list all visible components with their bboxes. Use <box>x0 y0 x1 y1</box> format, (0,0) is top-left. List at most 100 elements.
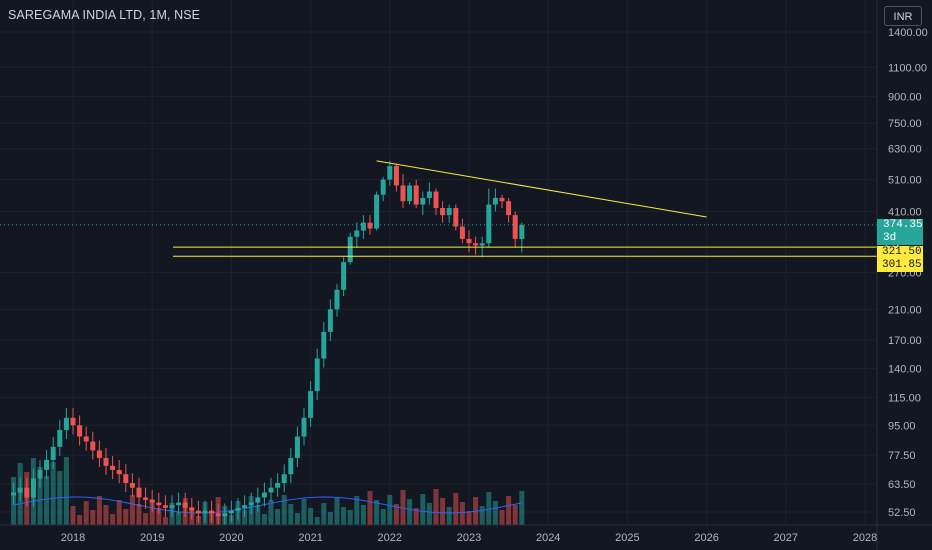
volume-bar <box>413 508 419 525</box>
price-tick-label: 115.00 <box>888 392 921 404</box>
time-tick-label: 2021 <box>298 532 322 544</box>
volume-bar <box>453 493 459 525</box>
volume-bar <box>314 517 320 525</box>
candle-body <box>407 185 413 202</box>
candle-body <box>275 483 281 488</box>
volume-bar <box>446 507 452 525</box>
candle-body <box>347 236 353 263</box>
time-tick-label: 2020 <box>219 532 243 544</box>
time-tick-label: 2019 <box>140 532 164 544</box>
volume-bar <box>466 511 472 525</box>
candle-body <box>169 505 175 508</box>
candle-body <box>162 505 168 508</box>
candle-body <box>116 469 122 475</box>
volume-bar <box>110 514 116 525</box>
chart-grid <box>0 0 877 525</box>
volume-bar <box>479 506 485 525</box>
time-tick-label: 2022 <box>378 532 402 544</box>
candle-body <box>294 436 300 458</box>
volume-bar <box>308 508 314 525</box>
volume-bar <box>334 498 340 525</box>
candle-body <box>519 224 525 239</box>
volume-bar <box>492 501 498 525</box>
candle-body <box>182 502 188 508</box>
volume-bar <box>433 489 439 525</box>
price-tick-label: 750.00 <box>888 118 922 130</box>
volume-bar <box>499 510 505 525</box>
volume-bar <box>281 495 287 525</box>
volume-bar <box>149 499 155 525</box>
candle-body <box>63 417 69 430</box>
volume-bar <box>321 503 327 525</box>
candle-body <box>314 358 320 392</box>
volume-bar <box>242 510 248 525</box>
time-tick-label: 2023 <box>457 532 481 544</box>
trendline <box>376 160 707 218</box>
chart-drawings[interactable] <box>0 160 877 257</box>
price-tick-label: 900.00 <box>888 92 922 104</box>
volume-bar <box>327 512 333 525</box>
candle-body <box>374 194 380 229</box>
candle-body <box>215 513 221 517</box>
candle-body <box>268 487 274 493</box>
candle-body <box>156 502 162 506</box>
candle-body <box>413 185 419 205</box>
volume-bar <box>96 496 102 525</box>
candle-body <box>367 222 373 229</box>
candle-body <box>301 417 307 437</box>
candle-body <box>492 197 498 205</box>
candle-body <box>400 185 406 202</box>
volume-bar <box>136 504 142 525</box>
candle-body <box>479 243 485 246</box>
candle-body <box>281 474 287 484</box>
candle-body <box>96 450 102 458</box>
candle-body <box>129 483 135 488</box>
volume-bar <box>347 510 353 525</box>
volume-bar <box>123 509 129 525</box>
volume-bar <box>90 510 96 525</box>
volume-bar <box>156 508 162 525</box>
volume-bar <box>374 500 380 525</box>
volume-bar <box>407 499 413 525</box>
volume-bar <box>162 517 168 525</box>
volume-bar <box>103 505 109 525</box>
candlestick-series <box>11 160 525 526</box>
volume-bar <box>275 509 281 525</box>
candle-body <box>334 289 340 310</box>
candle-body <box>202 510 208 514</box>
volume-bar <box>268 500 274 525</box>
volume-bar <box>387 495 393 525</box>
candle-body <box>255 497 261 503</box>
candle-body <box>50 446 56 460</box>
volume-bar <box>116 500 122 525</box>
volume-bar <box>420 494 426 525</box>
candle-body <box>176 502 182 506</box>
volume-bar <box>63 457 69 525</box>
volume-bar <box>143 513 149 525</box>
volume-bar <box>380 509 386 525</box>
candle-body <box>288 457 294 475</box>
volume-bar <box>360 505 366 525</box>
candle-body <box>486 204 492 244</box>
volume-bar <box>354 496 360 525</box>
candle-body <box>453 208 459 227</box>
candle-body <box>17 487 23 493</box>
volume-ma-line <box>13 496 522 514</box>
currency-button[interactable]: INR <box>884 6 922 26</box>
candle-body <box>426 191 432 198</box>
time-tick-label: 2026 <box>694 532 718 544</box>
price-tick-label: 77.50 <box>888 450 916 462</box>
last-price-tag: 374.35 3d 21h <box>877 219 923 257</box>
candle-body <box>228 510 234 514</box>
symbol-title[interactable]: SAREGAMA INDIA LTD, 1M, NSE <box>8 8 201 22</box>
candle-body <box>11 492 17 496</box>
candle-body <box>433 191 439 209</box>
candle-body <box>420 197 426 205</box>
candle-body <box>473 243 479 246</box>
candle-body <box>440 208 446 216</box>
candle-body <box>57 429 63 447</box>
support-upper-tag: 321.50 <box>877 246 923 259</box>
candle-body <box>77 425 83 437</box>
